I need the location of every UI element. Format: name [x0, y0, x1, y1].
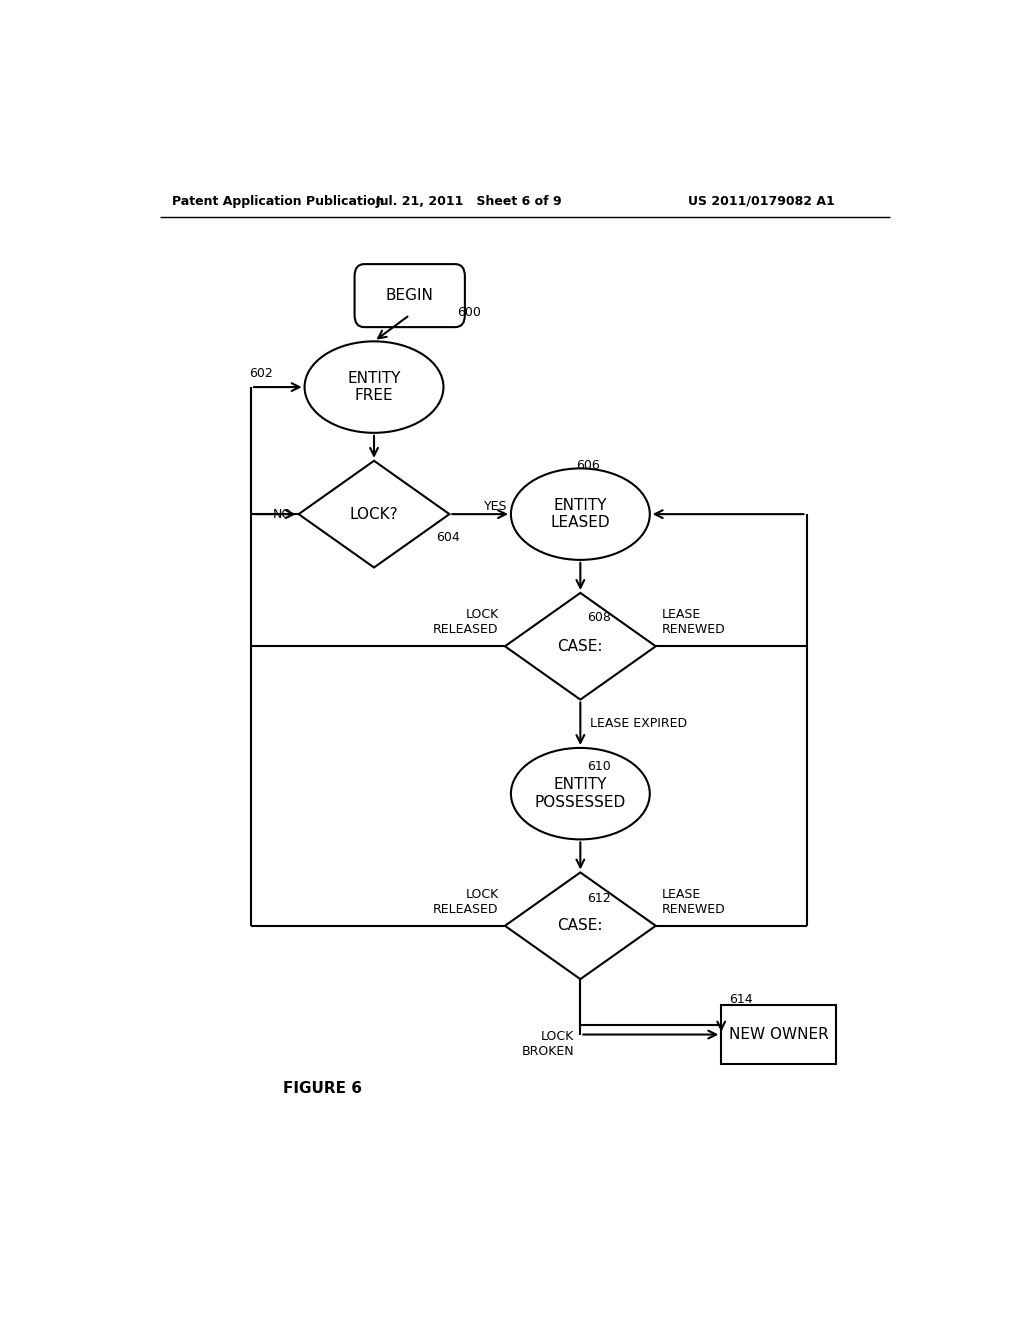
Text: ENTITY
POSSESSED: ENTITY POSSESSED: [535, 777, 626, 810]
Text: YES: YES: [483, 499, 507, 512]
Text: 606: 606: [577, 459, 600, 471]
Text: 608: 608: [587, 611, 610, 624]
Text: LOCK?: LOCK?: [350, 507, 398, 521]
Text: 600: 600: [458, 306, 481, 319]
Text: CASE:: CASE:: [558, 919, 603, 933]
Text: LOCK
RELEASED: LOCK RELEASED: [433, 609, 499, 636]
Text: LOCK
BROKEN: LOCK BROKEN: [521, 1030, 574, 1057]
Text: NO: NO: [273, 508, 292, 520]
Text: LEASE EXPIRED: LEASE EXPIRED: [590, 717, 687, 730]
Text: Patent Application Publication: Patent Application Publication: [172, 194, 384, 207]
Text: 602: 602: [250, 367, 273, 380]
Text: ENTITY
FREE: ENTITY FREE: [347, 371, 400, 404]
Text: LEASE
RENEWED: LEASE RENEWED: [663, 609, 726, 636]
Text: CASE:: CASE:: [558, 639, 603, 653]
Text: LEASE
RENEWED: LEASE RENEWED: [663, 887, 726, 916]
Text: 614: 614: [729, 994, 753, 1006]
Text: FIGURE 6: FIGURE 6: [283, 1081, 361, 1096]
Text: 604: 604: [436, 531, 460, 544]
Text: 612: 612: [587, 892, 610, 904]
Text: BEGIN: BEGIN: [386, 288, 434, 304]
Bar: [721, 1005, 837, 1064]
Text: LOCK
RELEASED: LOCK RELEASED: [433, 887, 499, 916]
Text: NEW OWNER: NEW OWNER: [729, 1027, 828, 1041]
Text: ENTITY
LEASED: ENTITY LEASED: [551, 498, 610, 531]
Text: US 2011/0179082 A1: US 2011/0179082 A1: [687, 194, 835, 207]
Text: Jul. 21, 2011   Sheet 6 of 9: Jul. 21, 2011 Sheet 6 of 9: [376, 194, 562, 207]
Text: 610: 610: [587, 760, 610, 772]
